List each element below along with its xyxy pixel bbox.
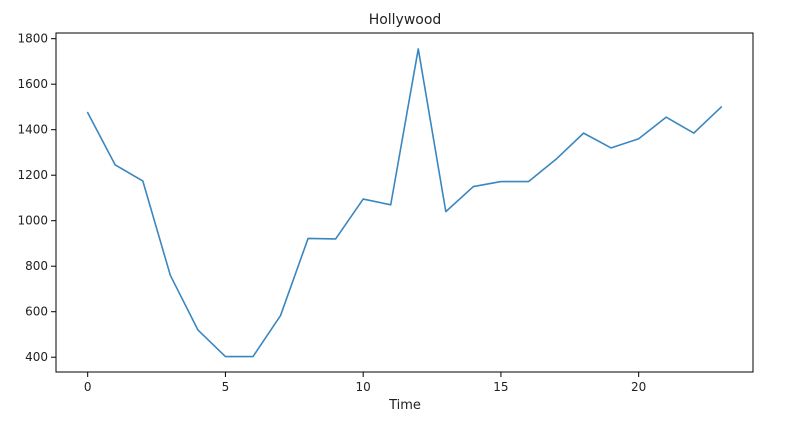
series-layer xyxy=(86,48,723,358)
chart-title: Hollywood xyxy=(369,12,442,28)
x-axis: 0 5 10 15 20 xyxy=(84,372,646,394)
plot-area-frame xyxy=(55,32,754,373)
x-tick-label: 15 xyxy=(493,380,508,394)
x-tick-label: 20 xyxy=(631,380,646,394)
y-tick-label: 1000 xyxy=(17,214,48,228)
series-line-0 xyxy=(86,48,723,358)
y-tick-label: 1200 xyxy=(17,168,48,182)
x-tick-label: 5 xyxy=(222,380,230,394)
y-axis: 400 600 800 1000 1200 1400 1600 1800 xyxy=(17,32,56,364)
y-tick-label: 1800 xyxy=(17,32,48,46)
x-axis-title: Time xyxy=(388,398,421,413)
x-tick-label: 0 xyxy=(84,380,92,394)
x-tick-label: 10 xyxy=(356,380,371,394)
y-tick-label: 1400 xyxy=(17,123,48,137)
y-tick-label: 600 xyxy=(25,305,48,319)
y-tick-label: 1600 xyxy=(17,77,48,91)
y-tick-label: 800 xyxy=(25,259,48,273)
y-tick-label: 400 xyxy=(25,350,48,364)
